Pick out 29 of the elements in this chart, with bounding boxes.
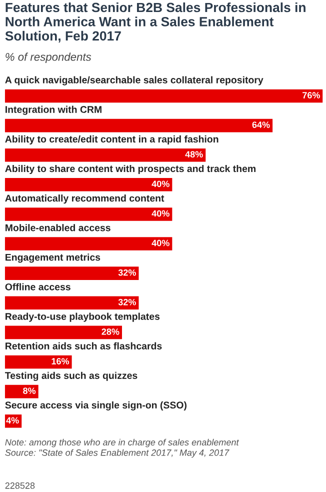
data-label: 28% <box>102 328 120 335</box>
y-tick-label: Engagement metrics <box>6 254 100 263</box>
text: Note: among those who are in charge of sales enablement <box>5 438 240 448</box>
data-label: 8% <box>23 388 36 394</box>
data-label: 4% <box>6 417 19 424</box>
chart-subtitle: % of respondents <box>6 52 92 63</box>
data-label: 32% <box>118 269 136 276</box>
y-tick-label: Secure access via single sign-on (SSO) <box>5 401 186 410</box>
data-label: 48% <box>185 151 203 158</box>
y-tick-label: Automatically recommend content <box>5 194 164 204</box>
data-label: 64% <box>252 122 270 128</box>
y-tick-label: Ability to create/edit content in a rapid fashion <box>5 135 218 144</box>
data-label: 32% <box>118 298 136 306</box>
y-tick-label: Integration with CRM <box>6 106 102 115</box>
text: 228528 <box>5 482 35 489</box>
chart-title: Features that Senior B2B Sales Professionals in North America Want in a Sales Enablement Solution, Feb 2017 <box>5 2 306 42</box>
data-label: 76% <box>302 92 320 98</box>
data-label: 16% <box>52 358 70 364</box>
y-tick-label: Ability to share content with prospects and track them <box>5 164 256 174</box>
y-tick-label: A quick navigable/searchable sales collateral repository <box>5 76 264 86</box>
y-tick-label: Retention aids such as flashcards <box>6 342 162 350</box>
source-note: Source: "State of Sales Enablement 2017," May 4, 2017 <box>5 449 230 458</box>
data-label: 40% <box>152 180 170 188</box>
y-tick-label: Testing aids such as quizzes <box>5 372 138 381</box>
y-tick-label: Offline access <box>5 283 70 290</box>
data-label: 40% <box>152 240 170 246</box>
y-tick-label: Mobile-enabled access <box>6 224 110 232</box>
data-label: 40% <box>152 210 170 217</box>
y-tick-label: Ready-to-use playbook templates <box>6 312 160 322</box>
